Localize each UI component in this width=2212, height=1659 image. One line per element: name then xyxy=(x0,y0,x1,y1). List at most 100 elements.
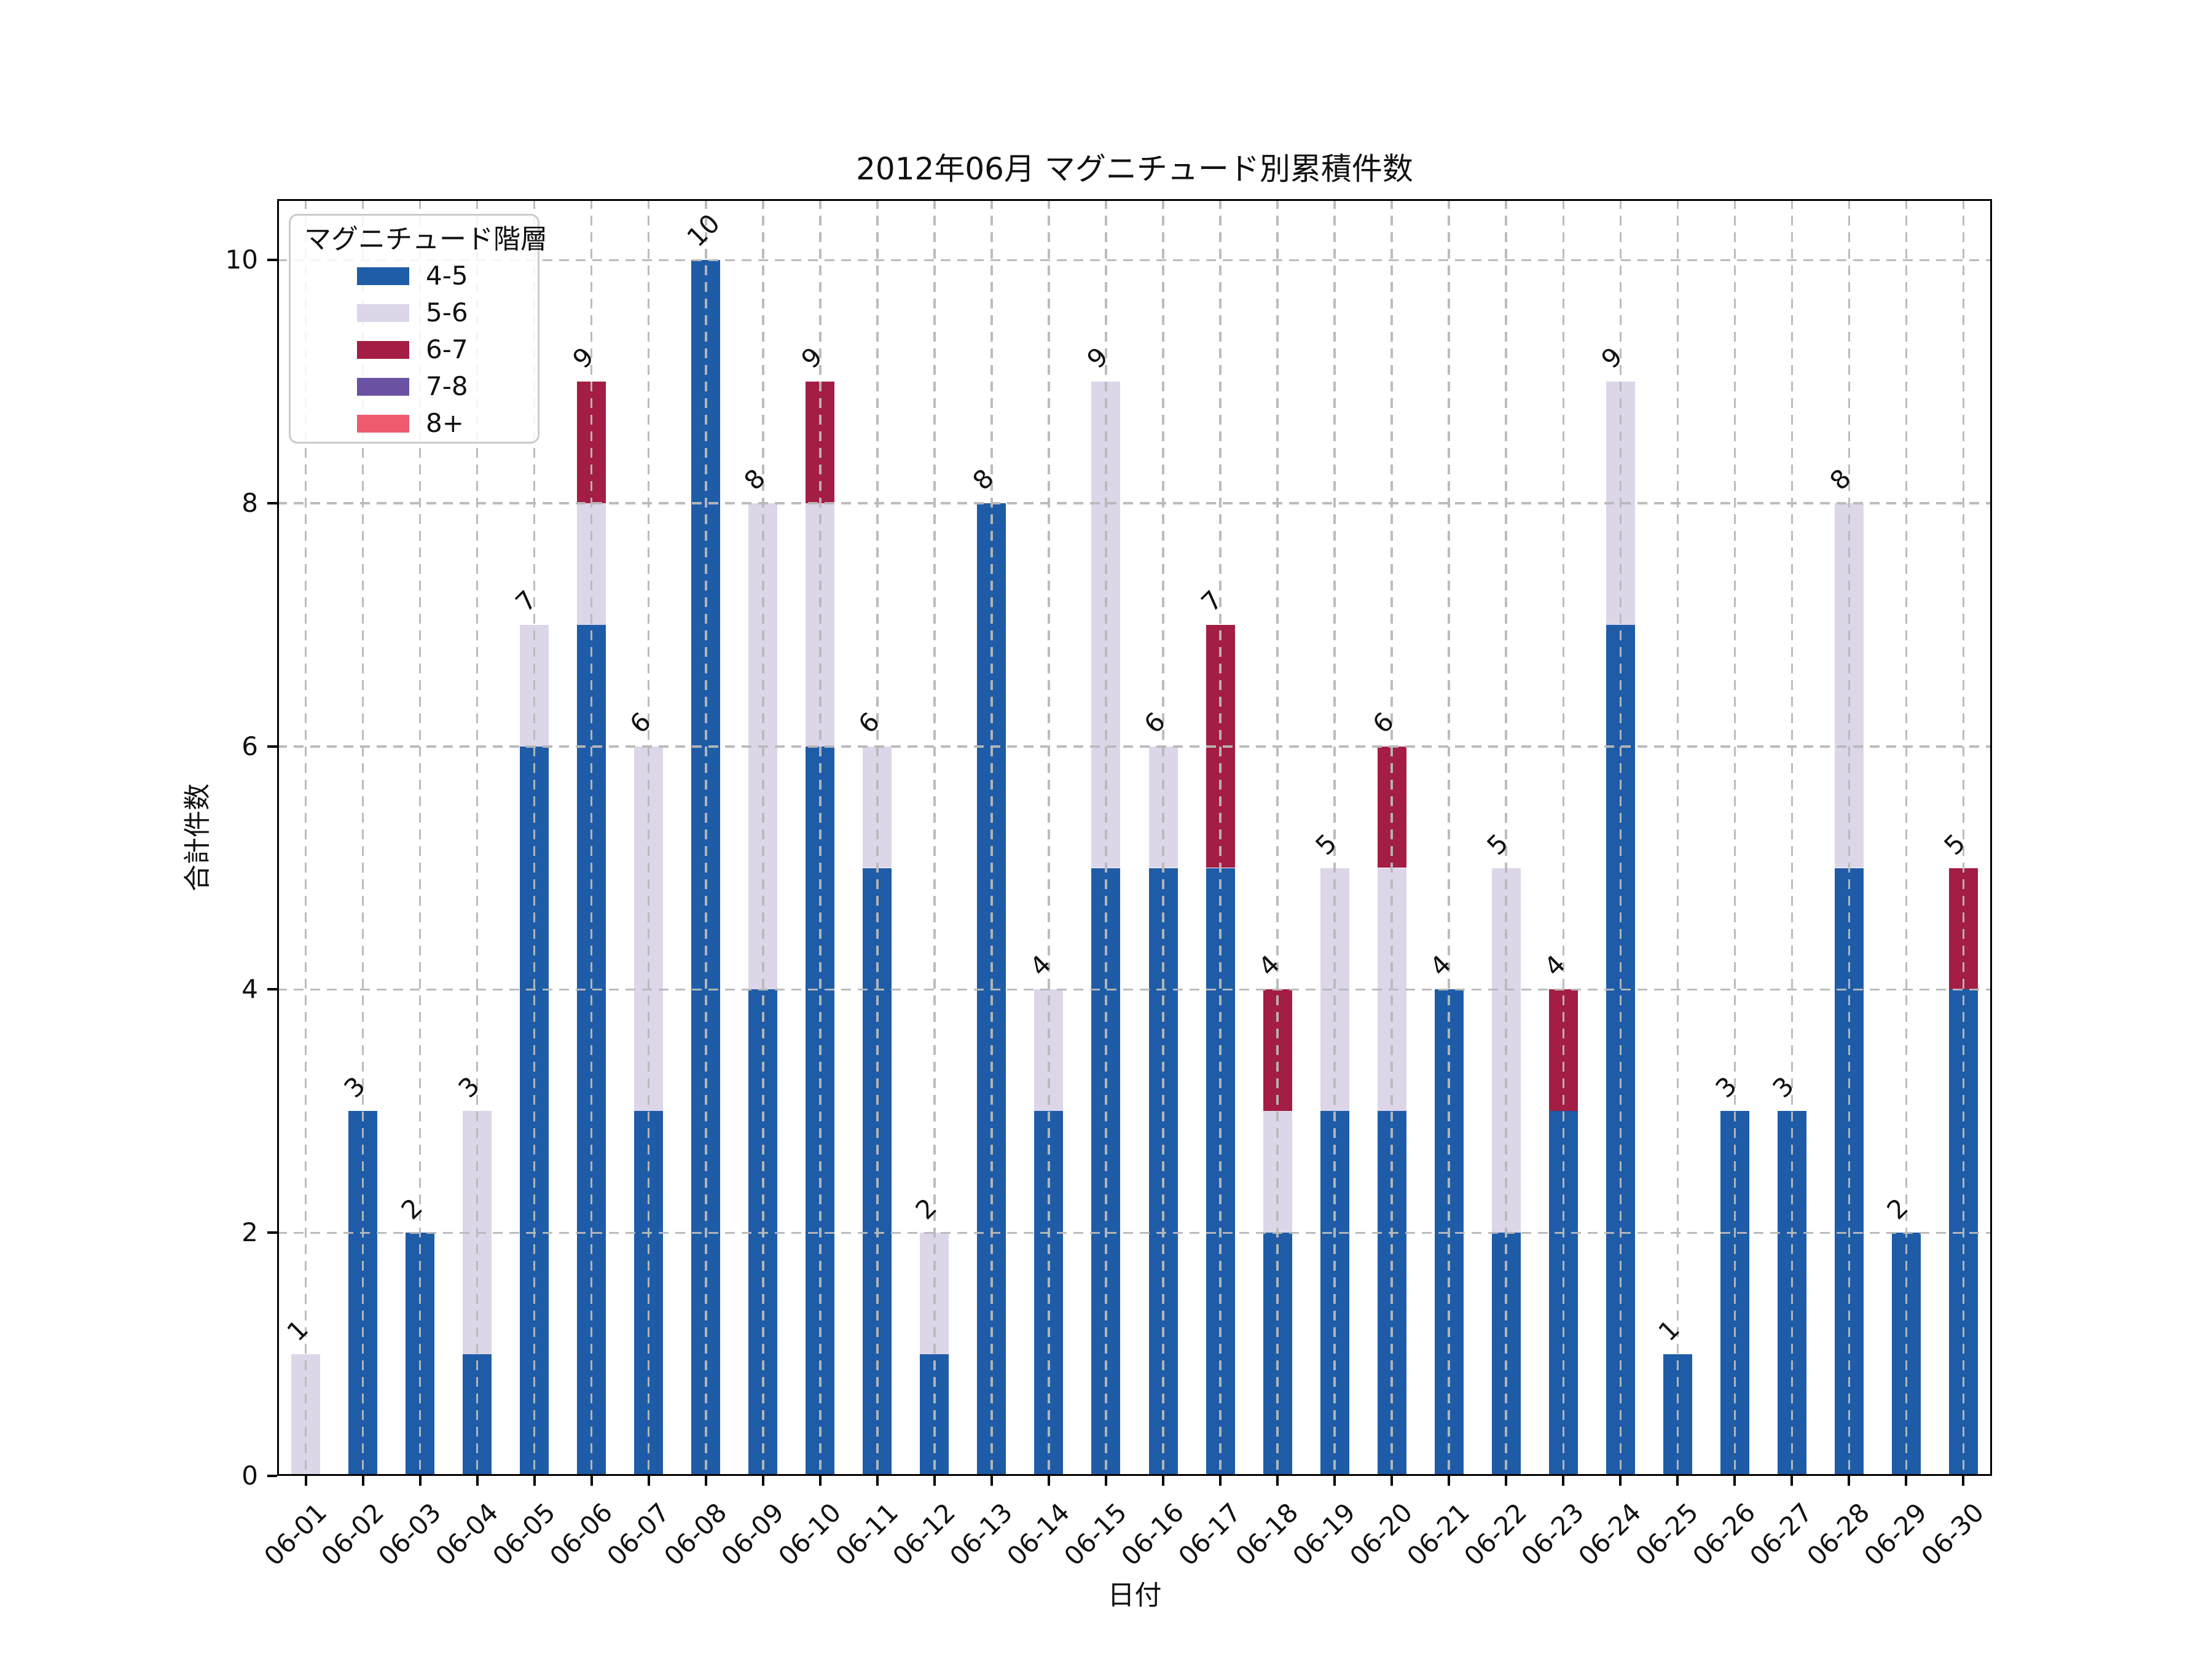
legend-title: マグニチュード階層 xyxy=(304,224,547,255)
x-tick xyxy=(876,1476,879,1486)
gridline-vertical xyxy=(1448,199,1450,1476)
y-tick-label: 8 xyxy=(241,487,258,518)
bar-total-label: 2 xyxy=(1881,1192,1915,1226)
x-tick xyxy=(361,1476,364,1486)
x-tick xyxy=(761,1476,764,1486)
bar-total-label: 10 xyxy=(681,208,726,253)
x-tick xyxy=(533,1476,536,1486)
legend-item: 7-8 xyxy=(291,368,538,405)
gridline-vertical xyxy=(533,199,536,1476)
gridline-vertical xyxy=(1962,199,1965,1476)
bar-total-label: 6 xyxy=(624,706,657,739)
x-tick xyxy=(1047,1476,1050,1486)
gridline-vertical xyxy=(1505,199,1507,1476)
x-tick xyxy=(933,1476,936,1486)
bar-total-label: 1 xyxy=(280,1314,314,1347)
gridline-vertical xyxy=(418,199,422,1476)
bar-total-label: 6 xyxy=(1367,706,1400,739)
x-tick xyxy=(1905,1476,1908,1486)
bar-total-label: 8 xyxy=(738,463,771,496)
bar-total-label: 3 xyxy=(1767,1070,1800,1104)
y-tick xyxy=(267,1475,277,1477)
gridline-vertical xyxy=(1276,199,1279,1476)
x-tick xyxy=(1390,1476,1394,1486)
gridline-vertical xyxy=(1619,199,1622,1476)
bar-total-label: 8 xyxy=(967,463,1000,496)
bar-total-label: 4 xyxy=(1252,949,1286,982)
legend-item: 5-6 xyxy=(291,294,538,331)
x-tick xyxy=(1448,1476,1451,1486)
y-tick-label: 10 xyxy=(225,245,258,275)
y-tick xyxy=(267,1231,277,1234)
chart-title: 2012年06月 マグニチュード別累積件数 xyxy=(856,151,1413,187)
gridline-horizontal xyxy=(277,745,1992,748)
x-tick xyxy=(1676,1476,1679,1486)
gridline-vertical xyxy=(476,199,479,1476)
x-tick xyxy=(476,1476,479,1486)
gridline-horizontal xyxy=(277,259,1992,261)
legend-item-label: 5-6 xyxy=(426,297,468,327)
gridline-vertical xyxy=(647,199,650,1476)
bar-total-label: 7 xyxy=(1195,584,1229,618)
y-tick xyxy=(267,745,277,748)
bar-total-label: 2 xyxy=(395,1192,428,1226)
legend-swatch xyxy=(357,377,409,396)
bar-total-label: 5 xyxy=(1309,828,1343,861)
gridline-vertical xyxy=(1333,199,1336,1476)
bar-total-label: 8 xyxy=(1824,463,1857,496)
gridline-vertical xyxy=(1219,199,1222,1476)
legend-item-label: 8+ xyxy=(426,408,464,438)
bar-total-label: 3 xyxy=(452,1070,485,1104)
x-tick xyxy=(647,1476,650,1486)
x-tick xyxy=(1104,1476,1107,1486)
bar-total-label: 4 xyxy=(1538,949,1572,982)
legend-items: 4-5 5-6 6-7 7-8 8+ xyxy=(291,257,538,442)
gridline-vertical xyxy=(1676,199,1679,1476)
legend-item-label: 6-7 xyxy=(426,334,468,364)
gridline-vertical xyxy=(990,199,993,1476)
x-tick xyxy=(1276,1476,1279,1486)
y-tick-label: 2 xyxy=(241,1217,258,1248)
bar-total-label: 5 xyxy=(1938,828,1972,861)
gridline-vertical xyxy=(1848,199,1851,1476)
bar-total-label: 4 xyxy=(1424,949,1457,982)
gridline-vertical xyxy=(361,199,364,1476)
y-tick-label: 6 xyxy=(241,731,258,761)
x-tick xyxy=(418,1476,422,1486)
legend-swatch xyxy=(357,267,409,285)
x-tick xyxy=(1505,1476,1508,1486)
gridline-vertical xyxy=(933,199,936,1476)
bar-total-label: 6 xyxy=(852,706,885,739)
x-tick xyxy=(1848,1476,1851,1486)
gridline-vertical xyxy=(1390,199,1393,1476)
bar-total-label: 6 xyxy=(1138,706,1172,739)
bar-total-label: 9 xyxy=(1595,341,1629,375)
gridline-vertical xyxy=(819,199,822,1476)
legend-item: 4-5 xyxy=(291,257,538,294)
bar-total-label: 9 xyxy=(795,341,828,375)
x-tick xyxy=(1162,1476,1165,1486)
x-tick xyxy=(1562,1476,1565,1486)
bar-total-label: 5 xyxy=(1481,828,1515,861)
legend-item-label: 7-8 xyxy=(426,371,468,401)
gridline-vertical xyxy=(1562,199,1564,1476)
gridline-horizontal xyxy=(277,1231,1992,1234)
bar-total-label: 1 xyxy=(1652,1314,1686,1347)
y-tick-label: 4 xyxy=(241,974,258,1005)
legend-swatch xyxy=(357,340,409,359)
x-tick xyxy=(704,1476,707,1486)
y-tick-label: 0 xyxy=(241,1461,258,1491)
bar-total-label: 3 xyxy=(1709,1070,1743,1104)
bar-total-label: 7 xyxy=(509,584,543,618)
x-tick xyxy=(1790,1476,1794,1486)
x-tick xyxy=(990,1476,993,1486)
gridline-horizontal xyxy=(277,502,1992,504)
gridline-vertical xyxy=(304,199,307,1476)
x-axis-title: 日付 xyxy=(1107,1580,1162,1611)
legend-swatch xyxy=(357,414,409,433)
gridline-vertical xyxy=(1105,199,1107,1476)
gridline-vertical xyxy=(1790,199,1794,1476)
x-tick xyxy=(590,1476,593,1486)
y-tick xyxy=(267,988,277,991)
